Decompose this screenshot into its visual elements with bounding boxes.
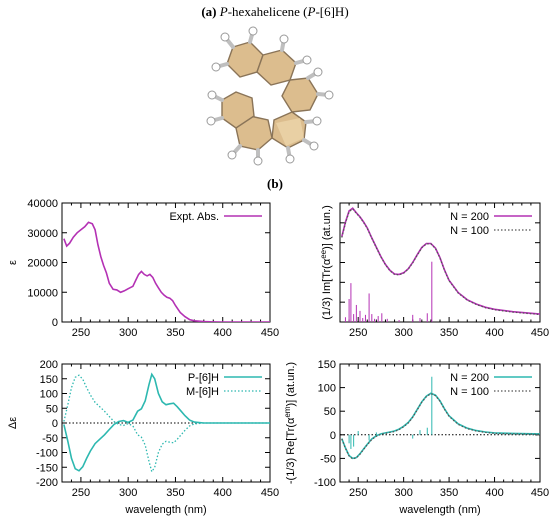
caption-b: (b) (0, 176, 550, 192)
plot-frame (339, 202, 541, 323)
x-tick-label: 250 (349, 487, 367, 499)
h-atom (312, 116, 322, 126)
x-tick-label: 300 (394, 487, 412, 499)
x-tick-label: 250 (349, 327, 367, 339)
h-atom (211, 62, 221, 72)
y-tick-label: 0 (52, 418, 58, 430)
plot-area (341, 207, 540, 322)
x-tick-label: 350 (440, 327, 458, 339)
series-line-1 (341, 392, 540, 460)
y-axis-label: Δε (7, 417, 19, 429)
legend-label-0: N = 200 (450, 211, 489, 223)
h-atom (302, 55, 312, 65)
x-tick-label: 300 (119, 487, 137, 499)
series-line-0 (63, 372, 270, 472)
series-line-1 (63, 374, 270, 474)
legend-label-0: P-[6]H (188, 372, 219, 384)
h-atom (253, 156, 263, 166)
x-tick-label: 400 (214, 487, 232, 499)
series-line-0 (63, 221, 270, 322)
h-atom (248, 26, 258, 36)
y-tick-label: 50 (324, 406, 336, 418)
caption-a-italic: P (307, 4, 316, 19)
x-axis-label: wavelength (nm) (124, 504, 206, 516)
caption-a: (a) P-hexahelicene (P-[6]H) (0, 4, 550, 20)
charts: 250 300 350 400 450010000200003000040000εExp… (7, 198, 549, 516)
caption-a-tail: -[6]H) (315, 4, 349, 19)
caption-b-letter: (b) (267, 176, 283, 191)
ring-3 (281, 77, 319, 113)
x-tick-label: 400 (485, 327, 503, 339)
legend-label-1: M-[6]H (186, 386, 219, 398)
y-tick-label: 150 (40, 374, 58, 386)
caption-a-text: -hexahelicene ( (227, 4, 308, 19)
chart-re: 250 300 350 400 450 -100 -50 0 50 100 150 -(1/3) Re… (283, 359, 549, 516)
x-tick-label: 400 (214, 327, 232, 339)
y-tick-label: 50 (46, 403, 58, 415)
plot-area (341, 376, 540, 460)
x-tick-label: 250 (72, 327, 90, 339)
plot-frame (339, 363, 541, 483)
chart-im: 250 300 350 400 450 (1/3) Im[Tr(αee)] (at.un.… (319, 202, 549, 339)
y-tick-label: 100 (318, 383, 336, 395)
x-tick-label: 350 (166, 327, 184, 339)
x-tick-label: 450 (261, 327, 279, 339)
h-atom (309, 141, 319, 151)
y-tick-label: -50 (42, 433, 58, 445)
h-atom (207, 90, 217, 100)
caption-a-prefix: P (219, 4, 228, 19)
x-tick-label: 450 (531, 487, 549, 499)
caption-a-letter: (a) (201, 4, 217, 19)
h-atom (206, 116, 216, 126)
legend-label-1: N = 100 (450, 386, 489, 398)
chart-cd: 250 300 350 400 450 -200 -150 -100 -50 0 50 100 150 2… (7, 359, 279, 516)
y-tick-label: -100 (36, 448, 58, 460)
h-atom (313, 67, 323, 77)
hexahelicene-molecule (206, 26, 334, 166)
y-axis-label: ε (7, 260, 19, 265)
plot-area (63, 221, 270, 322)
y-tick-label: 0 (52, 317, 58, 329)
y-axis-label: -(1/3) Re[Tr(αem)] (at.un.) (283, 362, 297, 484)
y-tick-label: -200 (36, 477, 58, 489)
series-line-0 (341, 207, 540, 315)
y-tick-label: 40000 (27, 198, 58, 210)
h-atom (279, 34, 289, 44)
series-line-0 (341, 392, 540, 460)
h-atom (285, 154, 295, 164)
ring-highlight (276, 118, 304, 146)
y-tick-label: 20000 (27, 258, 58, 270)
y-tick-label: 100 (40, 389, 58, 401)
x-tick-label: 350 (440, 487, 458, 499)
chart-abs: 250 300 350 400 450 0 10000 20000 30000 40000 ε Exp… (7, 198, 279, 339)
y-tick-label: 200 (40, 359, 58, 371)
y-tick-label: 10000 (27, 287, 58, 299)
y-tick-label: 150 (318, 359, 336, 371)
y-tick-label: -100 (314, 477, 336, 489)
x-tick-label: 450 (261, 487, 279, 499)
h-atom (220, 32, 230, 42)
plot-frame (61, 202, 271, 323)
x-tick-label: 250 (72, 487, 90, 499)
x-tick-label: 400 (485, 487, 503, 499)
x-tick-label: 350 (166, 487, 184, 499)
y-tick-label: -150 (36, 462, 58, 474)
legend-label-1: N = 100 (450, 225, 489, 237)
h-atom (324, 90, 334, 100)
x-tick-label: 450 (531, 327, 549, 339)
legend-label-0: Expt. Abs. (169, 211, 219, 223)
y-tick-label: -50 (320, 453, 336, 465)
legend-label-0: N = 200 (450, 372, 489, 384)
plot-area (63, 372, 270, 474)
y-tick-label: 0 (330, 430, 336, 442)
x-tick-label: 300 (119, 327, 137, 339)
x-tick-label: 300 (394, 327, 412, 339)
h-atom (227, 150, 237, 160)
y-axis-label: (1/3) Im[Tr(αee)] (at.un.) (319, 205, 333, 319)
x-axis-label: wavelength (nm) (398, 504, 480, 516)
y-tick-label: 30000 (27, 228, 58, 240)
